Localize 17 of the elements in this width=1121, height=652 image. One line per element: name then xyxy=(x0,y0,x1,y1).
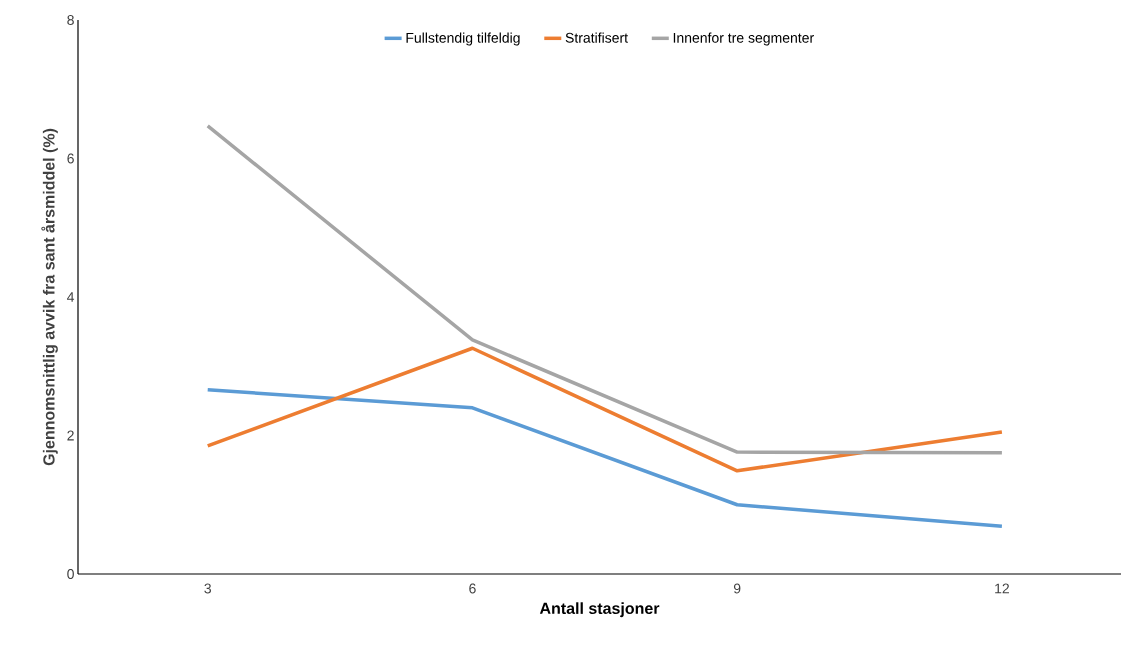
x-axis-title: Antall stasjoner xyxy=(539,602,660,618)
y-tick-label: 4 xyxy=(67,292,75,302)
legend-label: Innenfor tre segmenter xyxy=(673,32,814,46)
x-tick-label: 6 xyxy=(469,583,476,594)
x-tick-label: 9 xyxy=(733,583,741,594)
x-tick-label: 12 xyxy=(995,583,1009,594)
legend-label: Stratifisert xyxy=(565,32,628,43)
line-series xyxy=(205,346,1004,473)
y-tick-label: 2 xyxy=(67,430,74,441)
y-tick-label: 8 xyxy=(67,15,74,25)
x-tick-label: 3 xyxy=(204,583,211,594)
y-tick-label: 0 xyxy=(67,569,74,579)
legend-label: Fullstendig tilfeldig xyxy=(406,32,520,46)
y-axis-title: Gjennomsnittlig avvik fra sant årsmiddel (%) xyxy=(41,128,58,466)
y-tick-label: 6 xyxy=(67,153,74,164)
line-series xyxy=(205,124,1004,455)
line-series xyxy=(205,388,1004,528)
